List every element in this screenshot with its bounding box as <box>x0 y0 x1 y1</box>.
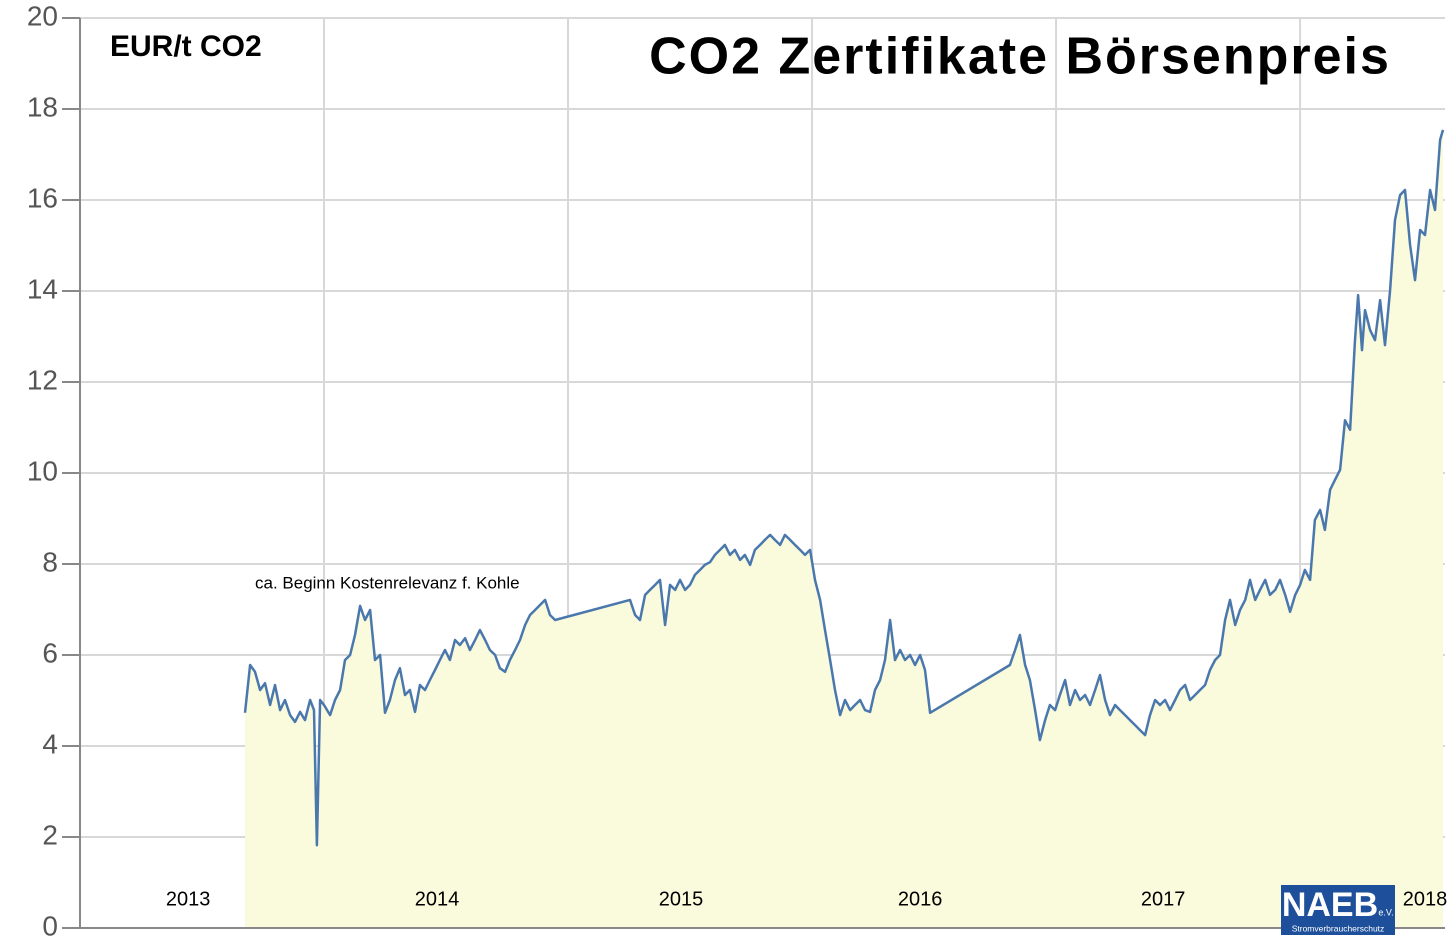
y-tick-label: 4 <box>42 728 58 759</box>
y-tick-label: 10 <box>27 455 58 486</box>
logo-suffix: e.V. <box>1378 907 1393 917</box>
y-tick-label: 2 <box>42 819 58 850</box>
y-tick-label: 14 <box>27 273 58 304</box>
y-axis-label: EUR/t CO2 <box>110 30 262 63</box>
x-tick-label: 2014 <box>415 888 460 910</box>
logo-box <box>1281 885 1395 935</box>
x-tick-label: 2018 <box>1403 888 1448 910</box>
y-tick-label: 16 <box>27 182 58 213</box>
annotation: ca. Beginn Kostenrelevanz f. Kohle <box>255 573 520 592</box>
x-tick-label: 2013 <box>166 888 211 910</box>
y-tick-label: 20 <box>27 0 58 31</box>
area <box>245 129 1443 928</box>
logo-tagline: Stromverbraucherschutz <box>1292 923 1385 933</box>
y-tick-label: 12 <box>27 364 58 395</box>
x-tick-label: 2016 <box>898 888 943 910</box>
logo-name: NAEB <box>1282 886 1378 924</box>
y-tick-label: 6 <box>42 637 58 668</box>
x-tick-label: 2015 <box>659 888 704 910</box>
y-tick-label: 18 <box>27 91 58 122</box>
y-tick-label: 8 <box>42 546 58 577</box>
y-tick-label: 0 <box>42 910 58 936</box>
plot: 0 2 4 6 8 10 12 14 16 18 20 2013 2014 2015 2016 2017 201… <box>27 0 1447 936</box>
x-tick-label: 2017 <box>1141 888 1186 910</box>
chart-title: CO2 Zertifikate Börsenpreis <box>649 28 1391 86</box>
logo: NAEB e.V. Stromverbraucherschutz <box>1281 885 1395 935</box>
line <box>243 129 1445 847</box>
